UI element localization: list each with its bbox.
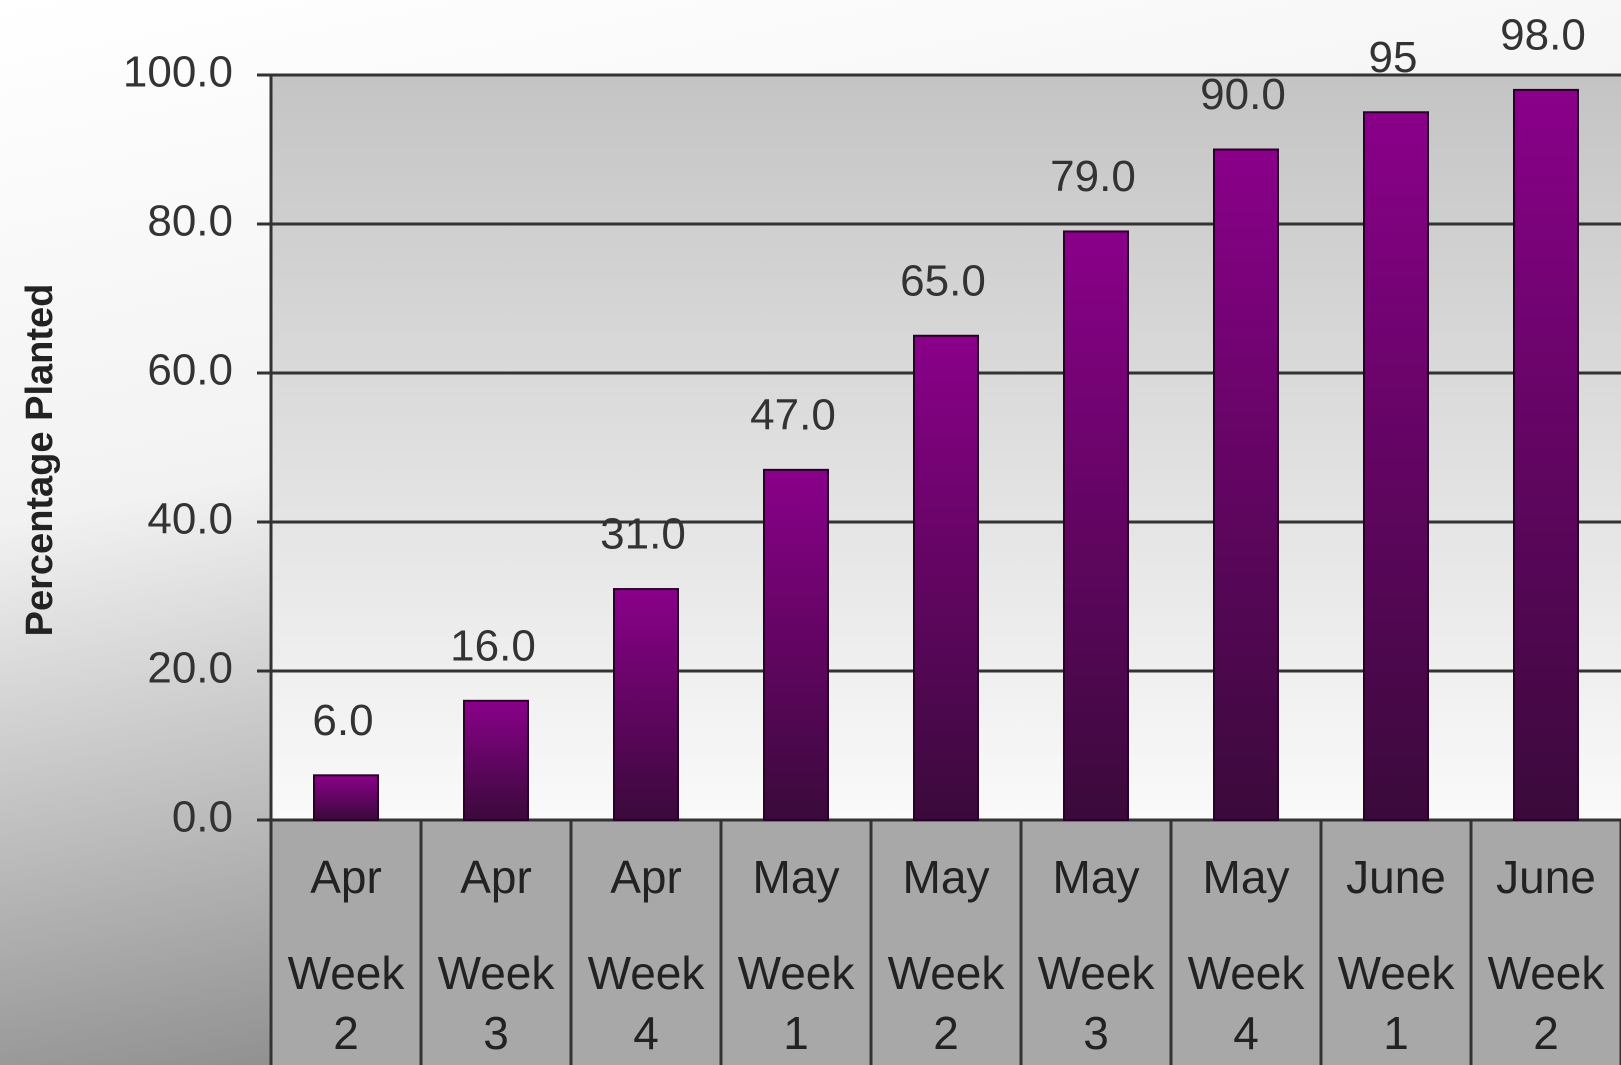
bar	[913, 334, 979, 821]
y-tick-label: 80.0	[147, 197, 233, 246]
x-tick-label: Week	[1038, 947, 1156, 999]
x-tick-label: 4	[633, 1007, 659, 1059]
x-tick-label: June	[1346, 851, 1446, 903]
y-tick-label: 40.0	[147, 495, 233, 544]
y-tick-label: 0.0	[172, 793, 233, 842]
y-tick-label: 20.0	[147, 644, 233, 693]
x-tick-label: May	[1053, 851, 1140, 903]
x-tick-label: Apr	[310, 851, 382, 903]
x-tick-label: 3	[483, 1007, 509, 1059]
bar	[1063, 230, 1129, 821]
value-label: 6.0	[312, 696, 373, 745]
x-tick-label: Week	[738, 947, 856, 999]
x-tick-label: 2	[1533, 1007, 1559, 1059]
value-label: 65.0	[900, 256, 986, 305]
category-area	[271, 820, 1621, 1065]
x-tick-label: Week	[1488, 947, 1606, 999]
x-tick-label: 2	[333, 1007, 359, 1059]
x-tick-label: May	[753, 851, 840, 903]
x-tick-label: Week	[888, 947, 1006, 999]
bar	[313, 774, 379, 821]
bar	[1513, 88, 1579, 821]
bar	[1363, 111, 1429, 821]
value-label: 47.0	[750, 390, 836, 439]
bar	[613, 588, 679, 821]
x-tick-label: 4	[1233, 1007, 1259, 1059]
bar	[1213, 148, 1279, 821]
value-label: 90.0	[1200, 70, 1286, 119]
value-label: 31.0	[600, 510, 686, 559]
x-tick-label: 1	[1383, 1007, 1409, 1059]
value-label: 79.0	[1050, 152, 1136, 201]
x-tick-label: June	[1496, 851, 1596, 903]
x-tick-label: May	[903, 851, 990, 903]
x-tick-label: 2	[933, 1007, 959, 1059]
y-axis-label: Percentage Planted	[19, 284, 61, 637]
value-label: 98.0	[1500, 11, 1586, 60]
x-tick-label: Apr	[610, 851, 682, 903]
y-tick-label: 100.0	[123, 48, 233, 97]
x-tick-label: Week	[588, 947, 706, 999]
x-tick-label: Apr	[460, 851, 532, 903]
y-tick-label: 60.0	[147, 346, 233, 395]
x-tick-label: Week	[438, 947, 556, 999]
x-tick-label: 3	[1083, 1007, 1109, 1059]
value-label: 95	[1369, 33, 1418, 82]
value-label: 16.0	[450, 621, 536, 670]
x-tick-label: Week	[288, 947, 406, 999]
bar	[463, 699, 529, 821]
x-tick-label: 1	[783, 1007, 809, 1059]
bar	[763, 468, 829, 821]
x-tick-label: Week	[1338, 947, 1456, 999]
x-tick-label: May	[1203, 851, 1290, 903]
x-tick-label: Week	[1188, 947, 1306, 999]
